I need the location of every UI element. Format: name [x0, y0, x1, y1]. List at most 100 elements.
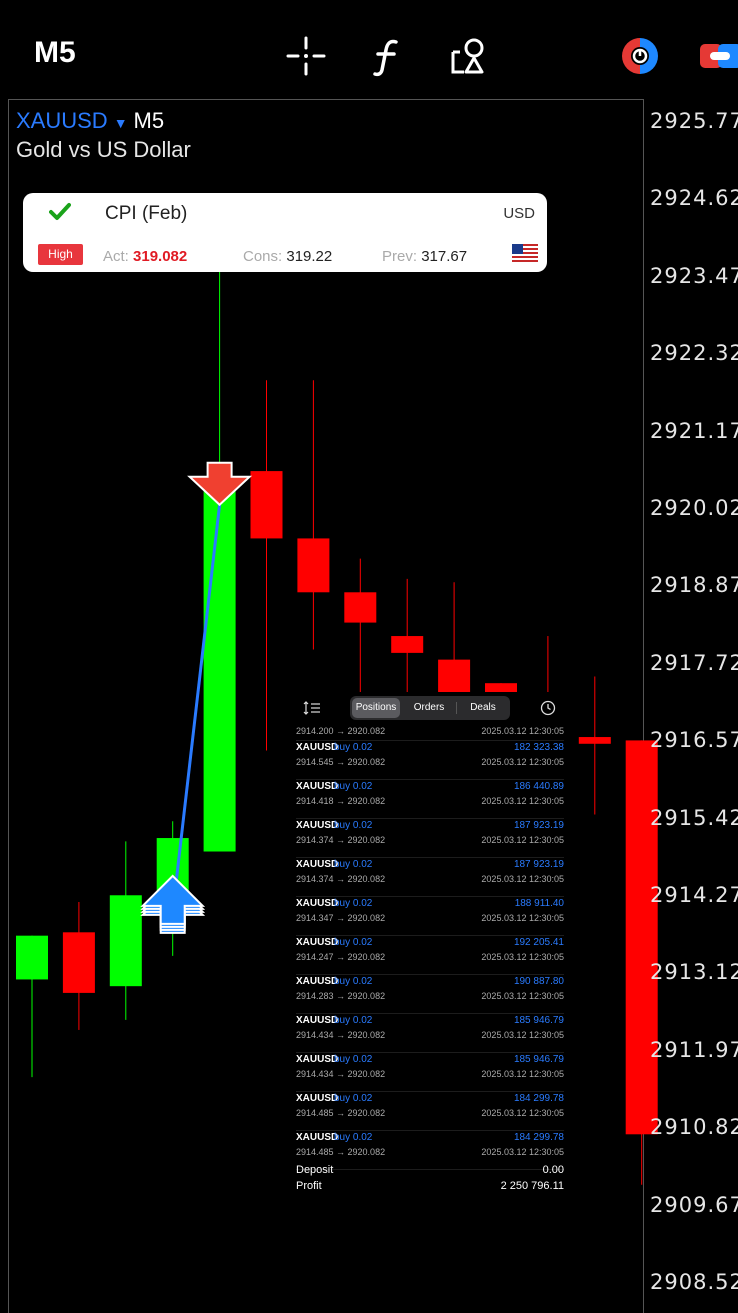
trade-row[interactable]: XAUUSD buy 0.02 185 946.79 2914.434 → 2920.… — [296, 1014, 564, 1053]
trade-side: buy 0.02 — [334, 1054, 373, 1065]
trade-time: 2025.03.12 12:30:05 — [481, 835, 564, 845]
profit-label: Profit — [296, 1180, 322, 1192]
bull-candle — [109, 895, 142, 987]
trade-row[interactable]: 2914.200 → 2920.082 2025.03.12 12:30:05 — [296, 726, 564, 741]
clock-icon[interactable] — [540, 700, 556, 716]
trade-time: 2025.03.12 12:30:05 — [481, 1108, 564, 1118]
tab-deals[interactable]: Deals — [470, 702, 496, 713]
history-panel: Positions Orders Deals 2914.200 → 2920.0… — [290, 692, 570, 1207]
price-axis-label: 2924.62 — [650, 186, 738, 211]
price-axis-label: 2914.27 — [650, 883, 738, 907]
news-previous: Prev: 317.67 — [382, 248, 467, 265]
trade-symbol: XAUUSD — [296, 1093, 339, 1104]
trade-side: buy 0.02 — [334, 1015, 373, 1026]
bull-candle — [16, 935, 48, 980]
price-axis-label: 2922.32 — [650, 341, 738, 366]
trade-time: 2025.03.12 12:30:05 — [481, 1030, 564, 1040]
sort-icon[interactable] — [302, 700, 322, 716]
price-axis-label: 2920.02 — [650, 496, 738, 520]
trade-side: buy 0.02 — [334, 742, 373, 753]
trade-row[interactable]: XAUUSD buy 0.02 185 946.79 2914.434 → 2920.… — [296, 1053, 564, 1092]
trade-profit: 185 946.79 — [513, 1054, 564, 1065]
checkmark-icon — [49, 203, 71, 220]
trade-row[interactable]: XAUUSD buy 0.02 192 205.41 2914.247 → 2920.… — [296, 936, 564, 975]
trade-prices: 2914.283 → 2920.082 — [296, 991, 386, 1001]
trade-row[interactable]: XAUUSD buy 0.02 188 911.40 2914.347 → 2920.… — [296, 897, 564, 936]
objects-icon[interactable] — [448, 34, 492, 78]
buy-arrow-icon[interactable] — [140, 874, 206, 925]
trade-row[interactable]: XAUUSD buy 0.02 187 923.19 2914.374 → 2920.… — [296, 858, 564, 897]
trade-symbol: XAUUSD — [296, 898, 339, 909]
profit-row: Profit 2 250 796.11 — [296, 1180, 564, 1196]
trade-time: 2025.03.12 12:30:05 — [481, 726, 564, 736]
symbol-name[interactable]: XAUUSD — [16, 108, 108, 133]
trade-prices: 2914.200 → 2920.082 — [296, 726, 386, 736]
price-axis-label: 2909.67 — [650, 1192, 738, 1217]
bear-candle — [625, 740, 658, 1135]
trade-profit: 192 205.41 — [513, 937, 564, 948]
symbol-header[interactable]: XAUUSD ▼ M5 — [16, 108, 164, 134]
trade-symbol: XAUUSD — [296, 859, 339, 870]
trade-profit: 188 911.40 — [514, 898, 564, 909]
trade-time: 2025.03.12 12:30:05 — [481, 796, 564, 806]
trade-time: 2025.03.12 12:30:05 — [481, 757, 564, 767]
function-icon[interactable] — [366, 34, 410, 78]
price-axis-label: 2918.87 — [650, 573, 738, 598]
trade-row[interactable]: XAUUSD buy 0.02 182 323.38 2914.545 → 2920.… — [296, 741, 564, 780]
profit-value: 2 250 796.11 — [500, 1180, 564, 1192]
price-axis-label: 2925.77 — [650, 109, 738, 133]
chart-frame[interactable] — [8, 99, 644, 1313]
trade-symbol: XAUUSD — [296, 742, 339, 753]
trade-symbol: XAUUSD — [296, 781, 339, 792]
price-axis-label: 2917.72 — [650, 650, 738, 675]
trade-row[interactable]: XAUUSD buy 0.02 186 440.89 2914.418 → 2920.… — [296, 780, 564, 819]
trade-row[interactable]: XAUUSD buy 0.02 190 887.80 2914.283 → 2920.… — [296, 975, 564, 1014]
price-axis-label: 2908.52 — [650, 1270, 738, 1294]
trade-symbol: XAUUSD — [296, 1015, 339, 1026]
trade-prices: 2914.485 → 2920.082 — [296, 1147, 386, 1157]
trade-side: buy 0.02 — [334, 820, 373, 831]
top-toolbar: M5 — [0, 0, 738, 100]
deposit-row: Deposit 0.00 — [296, 1164, 564, 1180]
bear-candle — [391, 636, 424, 653]
bear-candle — [297, 538, 330, 593]
tab-positions[interactable]: Positions — [352, 698, 400, 718]
trade-symbol: XAUUSD — [296, 937, 339, 948]
news-card[interactable]: CPI (Feb) USD High Act: 319.082 Cons: 31… — [23, 193, 547, 272]
signal-icon[interactable] — [618, 34, 662, 78]
tab-orders[interactable]: Orders — [413, 702, 445, 713]
trade-symbol: XAUUSD — [296, 976, 339, 987]
trade-row[interactable]: XAUUSD buy 0.02 184 299.78 2914.485 → 2920.… — [296, 1131, 564, 1170]
trade-symbol: XAUUSD — [296, 820, 339, 831]
trade-profit: 187 923.19 — [513, 859, 564, 870]
crosshair-icon[interactable] — [284, 34, 328, 78]
bear-candle — [62, 932, 95, 993]
timeframe-button[interactable]: M5 — [34, 36, 76, 69]
trade-time: 2025.03.12 12:30:05 — [481, 913, 564, 923]
trade-row[interactable]: XAUUSD buy 0.02 187 923.19 2914.374 → 2920.… — [296, 819, 564, 858]
news-title: CPI (Feb) — [105, 203, 188, 224]
trade-prices: 2914.247 → 2920.082 — [296, 952, 386, 962]
trade-icon[interactable] — [698, 34, 738, 78]
caret-down-icon: ▼ — [113, 115, 128, 131]
trade-row[interactable]: XAUUSD buy 0.02 184 299.78 2914.485 → 2920.… — [296, 1092, 564, 1131]
trade-time: 2025.03.12 12:30:05 — [481, 874, 564, 884]
previous-label: Prev: — [382, 248, 418, 265]
trade-prices: 2914.374 → 2920.082 — [296, 874, 386, 884]
tab-separator — [456, 702, 457, 714]
sell-arrow-icon[interactable] — [187, 461, 253, 507]
trade-prices: 2914.434 → 2920.082 — [296, 1069, 386, 1079]
trade-list: 2914.200 → 2920.082 2025.03.12 12:30:05 … — [296, 726, 564, 1170]
price-axis-label: 2911.97 — [650, 1037, 738, 1062]
trade-prices: 2914.485 → 2920.082 — [296, 1108, 386, 1118]
deposit-label: Deposit — [296, 1164, 334, 1176]
trade-prices: 2914.347 → 2920.082 — [296, 913, 386, 923]
price-axis-label: 2921.17 — [650, 418, 738, 443]
bear-candle — [578, 737, 611, 744]
bear-candle — [344, 592, 377, 623]
price-axis-label: 2923.47 — [650, 263, 738, 288]
trade-prices: 2914.418 → 2920.082 — [296, 796, 386, 806]
impact-badge: High — [38, 244, 83, 265]
history-segmented-control: Positions Orders Deals — [350, 696, 510, 720]
